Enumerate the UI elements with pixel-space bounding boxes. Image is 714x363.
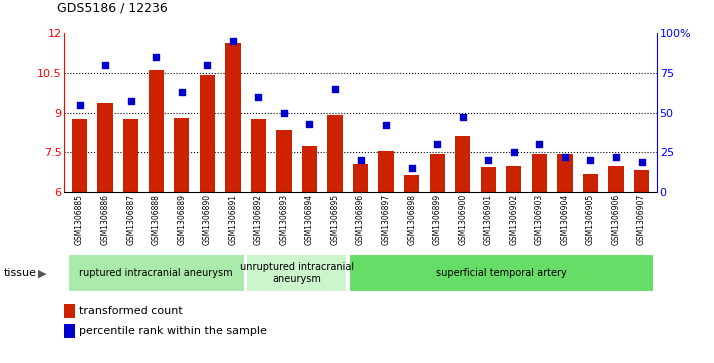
Bar <box>404 175 419 192</box>
Point <box>74 102 85 107</box>
Bar <box>251 119 266 192</box>
Bar <box>583 174 598 192</box>
Bar <box>72 119 87 192</box>
Bar <box>64 324 75 338</box>
Point <box>227 38 238 44</box>
Text: tissue: tissue <box>4 268 36 278</box>
Bar <box>608 166 623 192</box>
Bar <box>430 154 445 192</box>
Bar <box>327 115 343 192</box>
Point <box>278 110 290 115</box>
Bar <box>123 119 139 192</box>
Text: superficial temporal artery: superficial temporal artery <box>436 268 566 278</box>
Bar <box>557 154 573 192</box>
Bar <box>64 304 75 318</box>
Bar <box>302 146 317 192</box>
Bar <box>353 164 368 192</box>
Point <box>151 54 162 60</box>
Bar <box>455 136 471 192</box>
Point <box>431 142 443 147</box>
Bar <box>174 118 189 192</box>
Bar <box>481 167 496 192</box>
Point <box>406 166 418 171</box>
Bar <box>506 166 521 192</box>
Point <box>559 154 570 160</box>
Point <box>176 89 188 95</box>
Point <box>303 121 315 127</box>
Point <box>99 62 111 68</box>
Text: unruptured intracranial
aneurysm: unruptured intracranial aneurysm <box>240 262 353 284</box>
Bar <box>225 43 241 192</box>
Text: ▶: ▶ <box>38 268 46 278</box>
Point <box>253 94 264 99</box>
Point <box>201 62 213 68</box>
FancyBboxPatch shape <box>68 254 245 292</box>
Bar <box>98 103 113 192</box>
Bar <box>149 70 164 192</box>
FancyBboxPatch shape <box>348 254 653 292</box>
Point <box>636 159 648 165</box>
Point <box>355 158 366 163</box>
Point <box>610 154 622 160</box>
Bar <box>532 154 547 192</box>
Point <box>508 150 520 155</box>
Point <box>125 98 136 104</box>
Point <box>381 122 392 128</box>
Bar <box>634 170 649 192</box>
Text: percentile rank within the sample: percentile rank within the sample <box>79 326 267 336</box>
Point <box>585 158 596 163</box>
Text: transformed count: transformed count <box>79 306 183 316</box>
Bar <box>276 130 291 192</box>
Bar <box>378 151 394 192</box>
Point <box>329 86 341 91</box>
Point <box>483 158 494 163</box>
Text: GDS5186 / 12236: GDS5186 / 12236 <box>57 1 168 15</box>
Point <box>533 142 545 147</box>
Bar <box>200 75 215 192</box>
Text: ruptured intracranial aneurysm: ruptured intracranial aneurysm <box>79 268 233 278</box>
Point <box>457 114 468 120</box>
FancyBboxPatch shape <box>246 254 347 292</box>
